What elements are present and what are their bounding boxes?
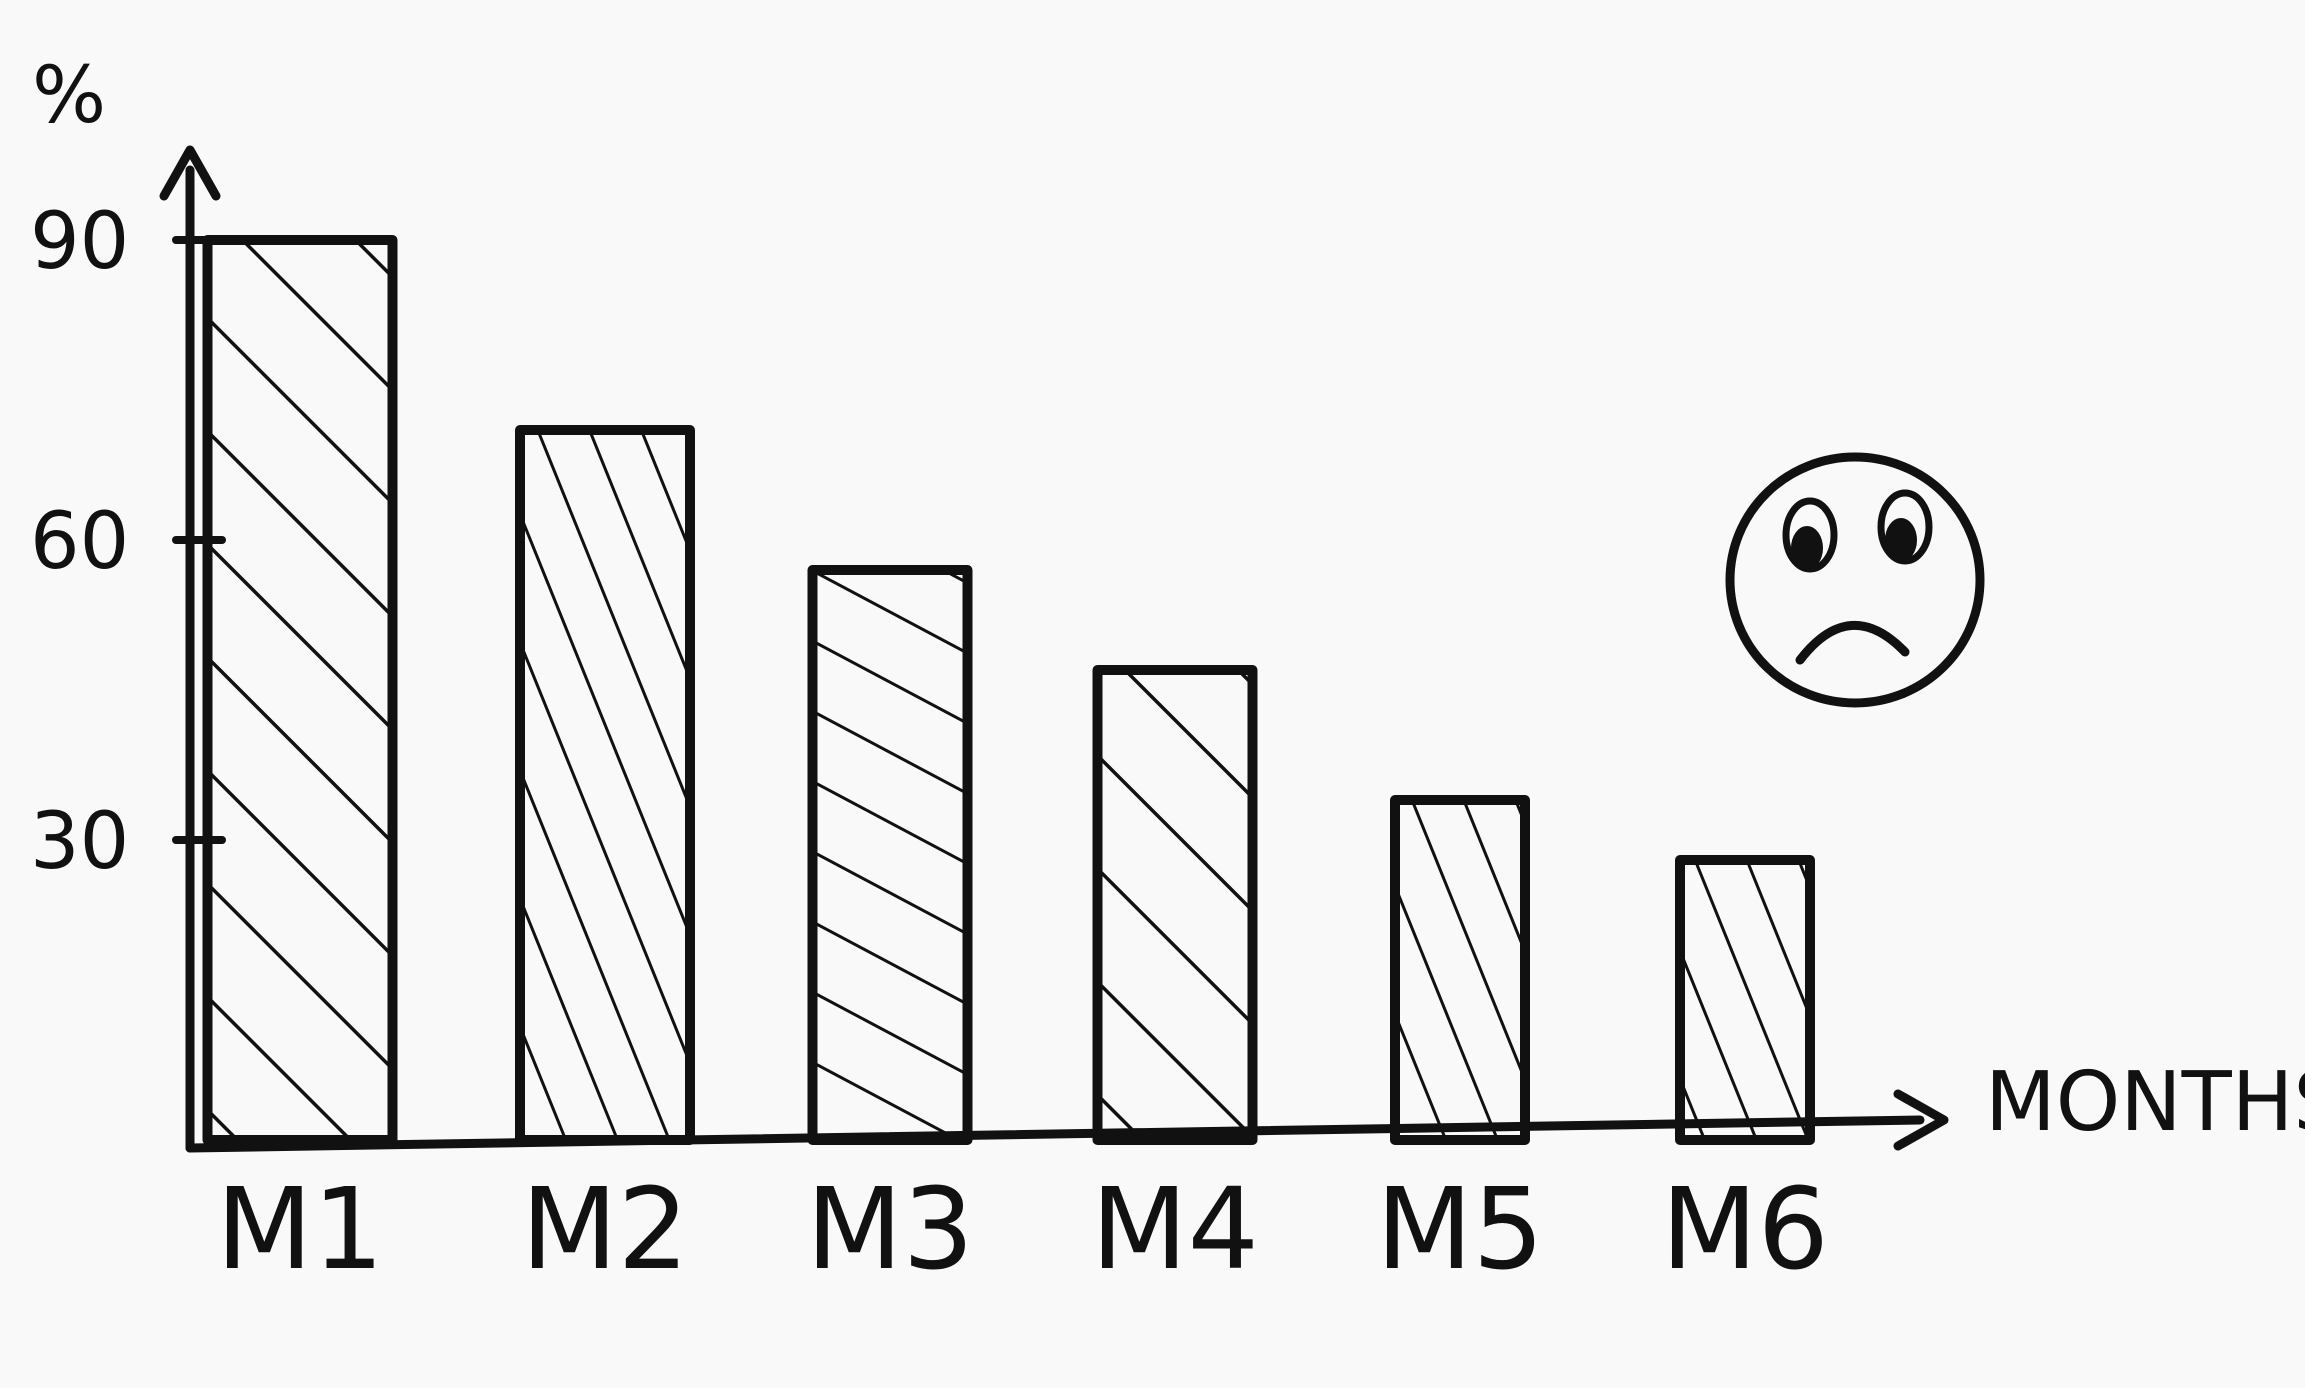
x-axis-label: MONTHS xyxy=(1985,1055,2305,1150)
bar-m1 xyxy=(202,235,398,1145)
y-tick-label: 60 xyxy=(30,497,129,587)
x-tick-label: M6 xyxy=(1661,1165,1829,1295)
x-tick-label: M3 xyxy=(806,1165,974,1295)
y-ticks: 30 60 90 xyxy=(30,197,226,887)
x-tick-label: M1 xyxy=(216,1165,384,1295)
x-axis xyxy=(185,1089,1949,1153)
y-axis-label: % xyxy=(32,51,106,141)
x-tick-label: M2 xyxy=(521,1165,689,1295)
bar-m6 xyxy=(1675,855,1815,1145)
bar-m4 xyxy=(1092,665,1258,1145)
bar-m2 xyxy=(515,425,695,1145)
x-tick-label: M4 xyxy=(1091,1165,1259,1295)
y-tick-label: 90 xyxy=(30,197,129,287)
y-tick-label: 30 xyxy=(30,797,129,887)
sad-face-icon xyxy=(1725,452,1985,708)
bar-m5 xyxy=(1390,795,1530,1145)
x-tick-label: M5 xyxy=(1376,1165,1544,1295)
x-tick-labels: M1 M2 M3 M4 M5 M6 xyxy=(216,1165,1829,1295)
y-axis xyxy=(159,145,221,1153)
bars xyxy=(202,235,1815,1145)
bar-m3 xyxy=(807,565,973,1145)
